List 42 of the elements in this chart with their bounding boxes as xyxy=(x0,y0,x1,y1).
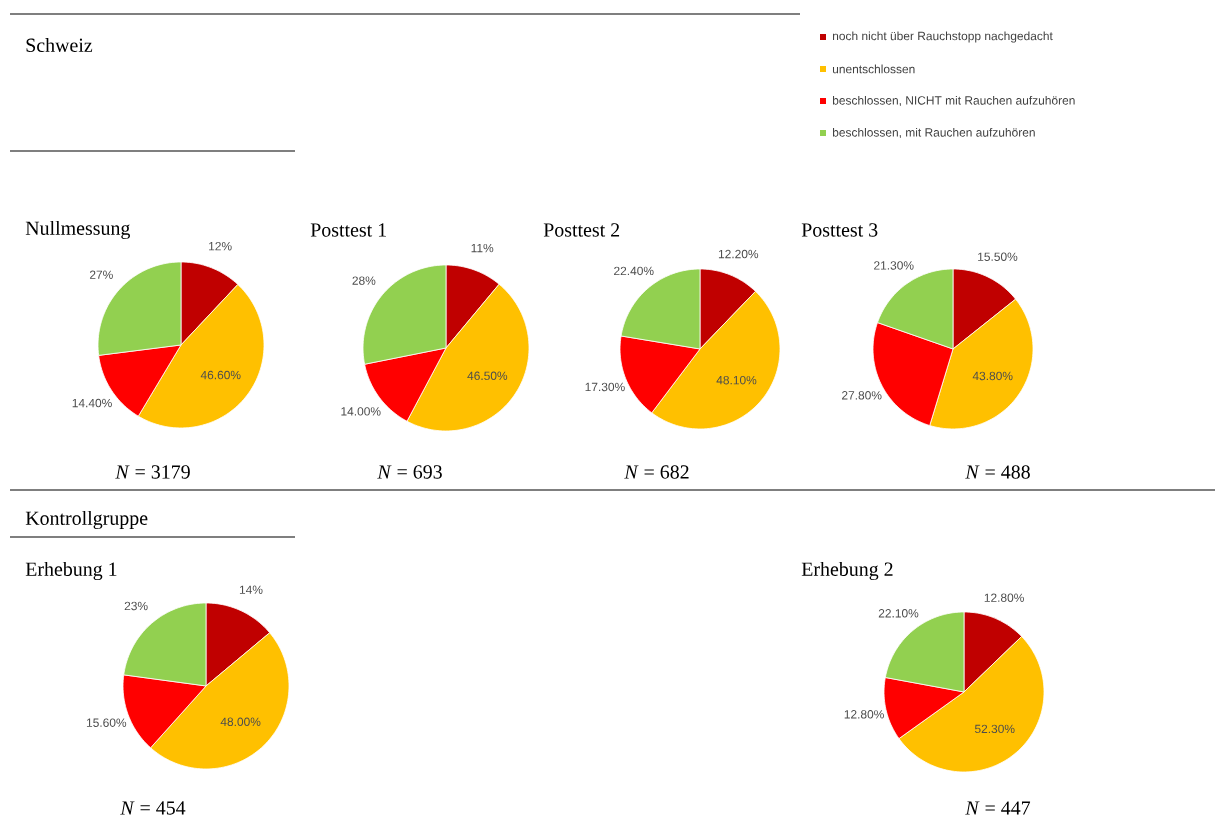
data-label: 17.30% xyxy=(585,382,625,392)
chart-title: Erhebung 1 xyxy=(25,561,117,581)
chart-title: Erhebung 2 xyxy=(801,561,893,581)
data-label: 15.50% xyxy=(978,252,1018,261)
legend-label: noch nicht über Rauchstopp nachgedacht xyxy=(833,31,1053,43)
data-label: 15.60% xyxy=(86,718,127,727)
chart-title: Posttest 3 xyxy=(801,223,878,237)
legend-label: unentschlossen xyxy=(832,64,915,74)
text: N = 693 xyxy=(377,465,442,479)
text: Kontrollgruppe xyxy=(25,510,148,530)
legend-label: beschlossen, NICHT mit Rauchen aufzuhören xyxy=(832,95,1075,107)
chart-title: Posttest 1 xyxy=(310,223,386,237)
data-label: 48.00% xyxy=(220,717,261,727)
data-label: 27% xyxy=(89,270,113,279)
data-label: 46.50% xyxy=(467,371,508,380)
data-label: 14.40% xyxy=(72,398,112,408)
data-label: 12.20% xyxy=(718,249,759,259)
chart-title: Posttest 2 xyxy=(543,223,620,237)
data-label: 12% xyxy=(209,242,232,251)
data-label: 28% xyxy=(352,276,376,285)
data-label: 27.80% xyxy=(842,391,882,400)
data-label: 14.00% xyxy=(341,407,381,416)
data-label: 21.30% xyxy=(874,261,914,270)
data-label: 12.80% xyxy=(984,593,1024,602)
data-label: 22.40% xyxy=(614,266,654,276)
text: N = 3179 xyxy=(115,465,190,479)
data-label: 22.10% xyxy=(878,609,919,618)
data-label: 52.30% xyxy=(974,724,1015,734)
text: Schweiz xyxy=(26,37,93,52)
text: N = 454 xyxy=(120,801,186,815)
legend-label: beschlossen, mit Rauchen aufzuhören xyxy=(832,127,1035,139)
data-label: 43.80% xyxy=(972,371,1013,381)
data-label: 48.10% xyxy=(716,375,757,385)
data-label: 14% xyxy=(239,585,263,594)
data-label: 23% xyxy=(124,601,148,611)
data-label: 11% xyxy=(471,243,494,253)
data-label: 12.80% xyxy=(844,710,884,719)
text: N = 682 xyxy=(624,465,689,479)
text: N = 488 xyxy=(965,465,1030,479)
text: N = 447 xyxy=(965,801,1031,815)
data-label: 46.60% xyxy=(200,370,241,380)
text: Nullmessung xyxy=(25,220,130,240)
